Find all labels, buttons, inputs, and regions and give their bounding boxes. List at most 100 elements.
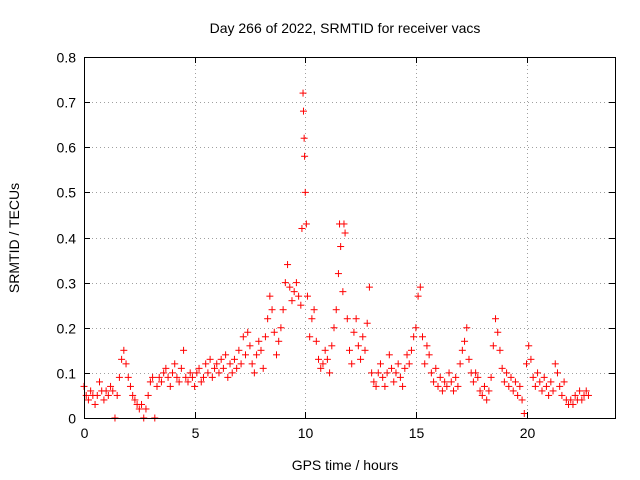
data-point bbox=[279, 306, 287, 314]
data-point bbox=[317, 364, 325, 372]
data-point bbox=[113, 391, 121, 399]
data-point bbox=[421, 360, 429, 368]
data-point bbox=[299, 107, 307, 115]
data-point bbox=[224, 373, 232, 381]
y-tick-label: 0.8 bbox=[57, 50, 77, 66]
data-point bbox=[419, 333, 427, 341]
data-point bbox=[326, 369, 334, 377]
data-point bbox=[348, 360, 356, 368]
data-point bbox=[301, 152, 309, 160]
data-point bbox=[319, 360, 327, 368]
data-point bbox=[180, 346, 188, 354]
data-point bbox=[368, 369, 376, 377]
data-point bbox=[315, 355, 323, 363]
data-point bbox=[277, 324, 285, 332]
x-tick-label: 20 bbox=[520, 425, 536, 441]
data-point bbox=[255, 337, 263, 345]
data-point bbox=[100, 396, 108, 404]
data-point bbox=[334, 270, 342, 278]
data-point bbox=[432, 364, 440, 372]
data-point bbox=[195, 364, 203, 372]
data-point bbox=[206, 355, 214, 363]
data-point bbox=[208, 373, 216, 381]
data-point bbox=[146, 378, 154, 386]
data-point bbox=[478, 391, 486, 399]
data-point bbox=[534, 369, 542, 377]
data-point bbox=[284, 261, 292, 269]
y-tick-label: 0.2 bbox=[57, 321, 77, 337]
data-point bbox=[169, 369, 176, 377]
data-point bbox=[115, 373, 123, 381]
data-point bbox=[321, 346, 329, 354]
data-point bbox=[250, 369, 258, 377]
data-point bbox=[164, 373, 172, 381]
data-point bbox=[244, 328, 252, 336]
data-point bbox=[545, 391, 553, 399]
data-point bbox=[275, 337, 283, 345]
data-point bbox=[306, 333, 314, 341]
y-tick-label: 0.7 bbox=[57, 95, 77, 111]
data-point bbox=[430, 378, 438, 386]
data-point bbox=[410, 333, 418, 341]
data-point bbox=[153, 382, 161, 390]
data-point bbox=[394, 360, 402, 368]
data-point bbox=[469, 378, 477, 386]
data-point bbox=[82, 391, 90, 399]
data-point bbox=[556, 382, 564, 390]
y-tick-label: 0.5 bbox=[57, 185, 77, 201]
data-point bbox=[328, 342, 336, 350]
data-point bbox=[197, 378, 205, 386]
data-point bbox=[405, 360, 413, 368]
data-point bbox=[202, 360, 210, 368]
data-point bbox=[95, 378, 103, 386]
data-point bbox=[239, 333, 247, 341]
data-point bbox=[215, 369, 223, 377]
data-point bbox=[523, 360, 530, 368]
data-point bbox=[248, 360, 256, 368]
data-point bbox=[222, 351, 230, 359]
data-point bbox=[578, 396, 586, 404]
data-point bbox=[343, 315, 351, 323]
data-point bbox=[551, 360, 559, 368]
data-point bbox=[370, 378, 378, 386]
data-point bbox=[571, 391, 579, 399]
data-point bbox=[474, 373, 482, 381]
data-point bbox=[259, 364, 267, 372]
data-point bbox=[542, 382, 550, 390]
data-point bbox=[483, 396, 491, 404]
data-point bbox=[489, 342, 497, 350]
data-point bbox=[461, 337, 469, 345]
x-tick-label: 10 bbox=[298, 425, 314, 441]
data-point bbox=[463, 324, 471, 332]
data-point bbox=[480, 382, 488, 390]
data-point bbox=[520, 409, 528, 417]
data-point bbox=[525, 342, 533, 350]
data-point bbox=[219, 364, 227, 372]
data-point bbox=[472, 369, 480, 377]
data-point bbox=[93, 391, 101, 399]
data-point bbox=[456, 360, 464, 368]
data-point bbox=[361, 346, 369, 354]
data-point bbox=[281, 279, 289, 287]
data-point bbox=[193, 369, 201, 377]
data-point bbox=[447, 378, 455, 386]
data-point bbox=[339, 288, 347, 296]
data-point bbox=[332, 306, 340, 314]
data-point bbox=[363, 319, 371, 327]
data-point bbox=[436, 373, 444, 381]
data-point bbox=[91, 400, 99, 408]
data-point bbox=[376, 360, 384, 368]
data-point bbox=[290, 288, 298, 296]
data-point bbox=[138, 400, 146, 408]
data-point bbox=[527, 355, 535, 363]
data-point bbox=[485, 387, 493, 395]
data-point bbox=[155, 373, 163, 381]
data-point bbox=[199, 373, 207, 381]
data-point bbox=[107, 382, 115, 390]
data-point bbox=[233, 364, 241, 372]
data-point bbox=[340, 220, 348, 228]
y-tick-label: 0.3 bbox=[57, 276, 77, 292]
data-point bbox=[576, 387, 584, 395]
x-axis-label: GPS time / hours bbox=[292, 457, 399, 473]
data-point bbox=[84, 396, 92, 404]
